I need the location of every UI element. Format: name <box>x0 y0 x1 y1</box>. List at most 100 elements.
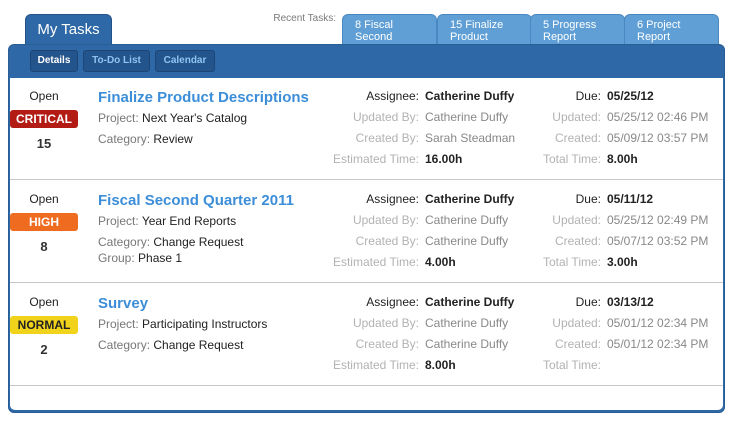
row-divider <box>10 179 723 180</box>
estimated-time-label: Estimated Time: <box>332 255 419 269</box>
task-list: Open CRITICAL 15 Finalize Product Descri… <box>10 78 723 410</box>
assignee-label: Assignee: <box>366 295 419 309</box>
assignee-label: Assignee: <box>366 192 419 206</box>
created-label: Created: <box>554 337 601 351</box>
updated-by-value: Catherine Duffy <box>425 316 509 330</box>
recent-task-tab-line2: Product <box>450 31 488 43</box>
task-title-link[interactable]: Fiscal Second Quarter 2011 <box>98 192 294 209</box>
due-value: 03/13/12 <box>607 295 654 309</box>
updated-by-value: Catherine Duffy <box>425 213 509 227</box>
task-title-link[interactable]: Finalize Product Descriptions <box>98 89 309 106</box>
updated-by-label: Updated By: <box>352 110 419 124</box>
category-label: Category: <box>98 235 151 249</box>
due-value: 05/11/12 <box>607 192 654 206</box>
task-number: 8 <box>40 239 48 254</box>
due-value: 05/25/12 <box>607 89 654 103</box>
estimated-time-label: Estimated Time: <box>332 152 419 166</box>
category-label: Category: <box>98 338 151 352</box>
updated-by-label: Updated By: <box>352 316 419 330</box>
project-label: Project: <box>98 111 139 125</box>
task-number: 2 <box>40 342 48 357</box>
total-time-value: 3.00h <box>607 255 638 269</box>
created-value: 05/07/12 03:52 PM <box>607 234 709 248</box>
created-by-value: Sarah Steadman <box>425 131 516 145</box>
created-by-value: Catherine Duffy <box>425 234 509 248</box>
group-value: Phase 1 <box>138 251 183 265</box>
created-by-label: Created By: <box>355 337 419 351</box>
task-row: Open CRITICAL 15 Finalize Product Descri… <box>10 78 723 181</box>
created-by-label: Created By: <box>355 131 419 145</box>
task-category: Category: Change Request <box>98 235 243 249</box>
created-by-label: Created By: <box>355 234 419 248</box>
task-row: Open HIGH 8 Fiscal Second Quarter 2011 P… <box>10 181 723 284</box>
updated-value: 05/25/12 02:49 PM <box>607 213 709 227</box>
total-time-label: Total Time: <box>542 358 601 372</box>
project-value: Year End Reports <box>141 214 237 228</box>
task-title-link[interactable]: Survey <box>98 295 149 312</box>
updated-label: Updated: <box>552 316 601 330</box>
task-category: Category: Change Request <box>98 338 243 352</box>
row-divider <box>10 282 723 283</box>
due-label: Due: <box>575 192 601 206</box>
tab-todo-list[interactable]: To-Do List <box>83 50 150 72</box>
task-project: Project: Participating Instructors <box>98 317 267 331</box>
created-by-value: Catherine Duffy <box>425 337 509 351</box>
updated-label: Updated: <box>552 110 601 124</box>
created-value: 05/09/12 03:57 PM <box>607 131 709 145</box>
assignee-value: Catherine Duffy <box>425 295 515 309</box>
tab-details[interactable]: Details <box>30 50 78 72</box>
task-project: Project: Year End Reports <box>98 214 236 228</box>
total-time-label: Total Time: <box>542 152 601 166</box>
total-time-value: 8.00h <box>607 152 638 166</box>
created-label: Created: <box>554 234 601 248</box>
assignee-label: Assignee: <box>366 89 419 103</box>
category-value: Change Request <box>153 235 244 249</box>
task-status: Open <box>29 192 59 206</box>
recent-task-tab-fiscal-second[interactable]: 8 Fiscal Second <box>342 14 437 44</box>
task-group: Group: Phase 1 <box>98 251 182 265</box>
recent-task-tab-finalize-product[interactable]: 15 Finalize Product <box>437 14 532 44</box>
assignee-value: Catherine Duffy <box>425 89 515 103</box>
estimated-time-value: 8.00h <box>425 358 456 372</box>
updated-label: Updated: <box>552 213 601 227</box>
priority-badge-high: HIGH <box>10 213 78 231</box>
created-value: 05/01/12 02:34 PM <box>607 337 709 351</box>
recent-task-tab-project-report[interactable]: 6 Project Report <box>624 14 719 44</box>
updated-by-label: Updated By: <box>352 213 419 227</box>
task-status: Open <box>29 295 59 309</box>
recent-task-tab-line2: Report <box>637 31 671 43</box>
total-time-label: Total Time: <box>542 255 601 269</box>
row-divider <box>10 385 723 386</box>
recent-tasks-label: Recent Tasks: <box>273 13 336 24</box>
recent-task-tab-line1: 8 Fiscal <box>355 19 393 31</box>
estimated-time-label: Estimated Time: <box>332 358 419 372</box>
estimated-time-value: 4.00h <box>425 255 456 269</box>
my-tasks-title-tab[interactable]: My Tasks <box>25 14 112 46</box>
project-value: Next Year's Catalog <box>142 111 248 125</box>
assignee-value: Catherine Duffy <box>425 192 515 206</box>
recent-task-tab-line2: Report <box>543 31 577 43</box>
task-status: Open <box>29 89 59 103</box>
tab-calendar[interactable]: Calendar <box>155 50 215 72</box>
group-label: Group: <box>98 251 135 265</box>
priority-badge-normal: NORMAL <box>10 316 78 334</box>
recent-task-tab-progress-report[interactable]: 5 Progress Report <box>530 14 625 44</box>
recent-task-tab-line1: 5 Progress <box>543 19 597 31</box>
task-row: Open NORMAL 2 Survey Project: Participat… <box>10 284 723 387</box>
updated-by-value: Catherine Duffy <box>425 110 509 124</box>
recent-task-tab-line1: 6 Project <box>637 19 681 31</box>
priority-badge-critical: CRITICAL <box>10 110 78 128</box>
due-label: Due: <box>575 295 601 309</box>
project-label: Project: <box>98 317 139 331</box>
task-project: Project: Next Year's Catalog <box>98 111 247 125</box>
updated-value: 05/01/12 02:34 PM <box>607 316 709 330</box>
project-label: Project: <box>98 214 139 228</box>
project-value: Participating Instructors <box>142 317 268 331</box>
recent-task-tab-line1: 15 Finalize <box>450 19 504 31</box>
updated-value: 05/25/12 02:46 PM <box>607 110 709 124</box>
recent-task-tab-line2: Second <box>355 31 393 43</box>
created-label: Created: <box>554 131 601 145</box>
task-number: 15 <box>36 136 52 151</box>
category-value: Review <box>153 132 193 146</box>
due-label: Due: <box>575 89 601 103</box>
